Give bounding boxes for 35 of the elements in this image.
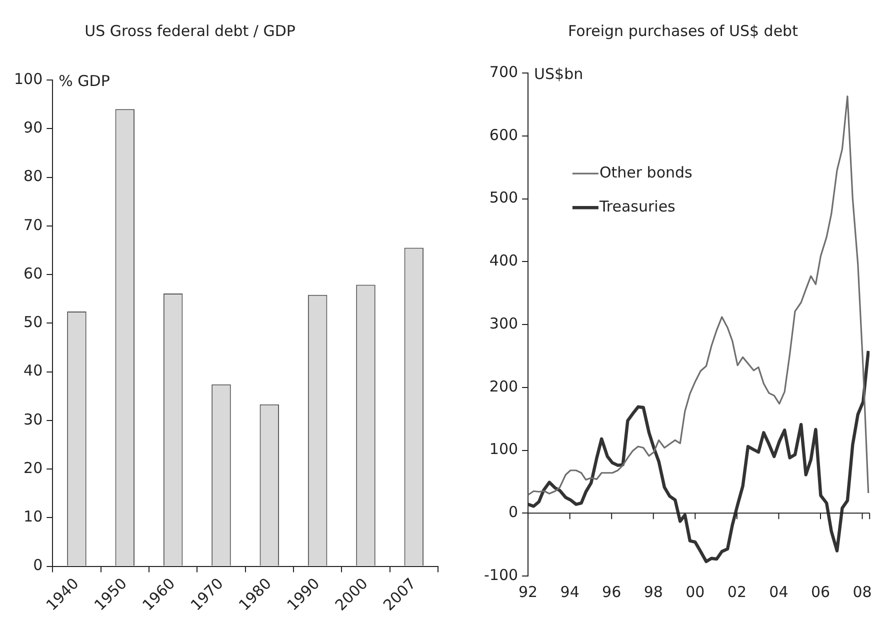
- y-tick-label: 700: [489, 62, 518, 81]
- x-tick-label: 06: [810, 582, 830, 601]
- y-axis-title: % GDP: [58, 72, 110, 90]
- y-tick-label: 40: [24, 362, 43, 380]
- x-tick-label: 94: [560, 582, 580, 601]
- legend-label: Other bonds: [599, 163, 693, 182]
- x-tick-label: 98: [644, 582, 663, 601]
- y-tick-label: 500: [489, 188, 518, 207]
- y-tick-label: 70: [24, 216, 43, 234]
- y-tick-label: -100: [484, 566, 518, 584]
- legend-label: Treasuries: [598, 197, 676, 216]
- y-tick-label: 0: [33, 556, 43, 574]
- x-tick-label: 04: [769, 582, 788, 601]
- chart-title: Foreign purchases of US$ debt: [568, 22, 798, 40]
- y-tick-label: 100: [14, 70, 43, 88]
- y-tick-label: 30: [24, 410, 43, 428]
- y-tick-label: 50: [24, 313, 43, 332]
- y-tick-label: 600: [489, 126, 518, 144]
- y-tick-label: 20: [24, 458, 43, 477]
- x-tick-label: 96: [602, 582, 622, 601]
- y-tick-label: 400: [489, 252, 518, 270]
- y-tick-label: 80: [24, 167, 43, 186]
- x-tick-label: 92: [518, 582, 538, 601]
- y-axis-title: US$bn: [534, 65, 584, 83]
- y-tick-label: 100: [489, 440, 518, 458]
- y-tick-label: 90: [24, 118, 43, 137]
- chart-title: US Gross federal debt / GDP: [84, 22, 296, 40]
- x-tick-label: 08: [852, 582, 872, 601]
- y-tick-label: 10: [24, 508, 43, 526]
- x-tick-label: 00: [686, 582, 705, 601]
- x-tick-label: 02: [727, 582, 746, 601]
- y-tick-label: 0: [508, 503, 518, 522]
- y-tick-label: 300: [489, 314, 518, 332]
- y-tick-label: 200: [489, 377, 518, 396]
- y-tick-label: 60: [24, 264, 43, 282]
